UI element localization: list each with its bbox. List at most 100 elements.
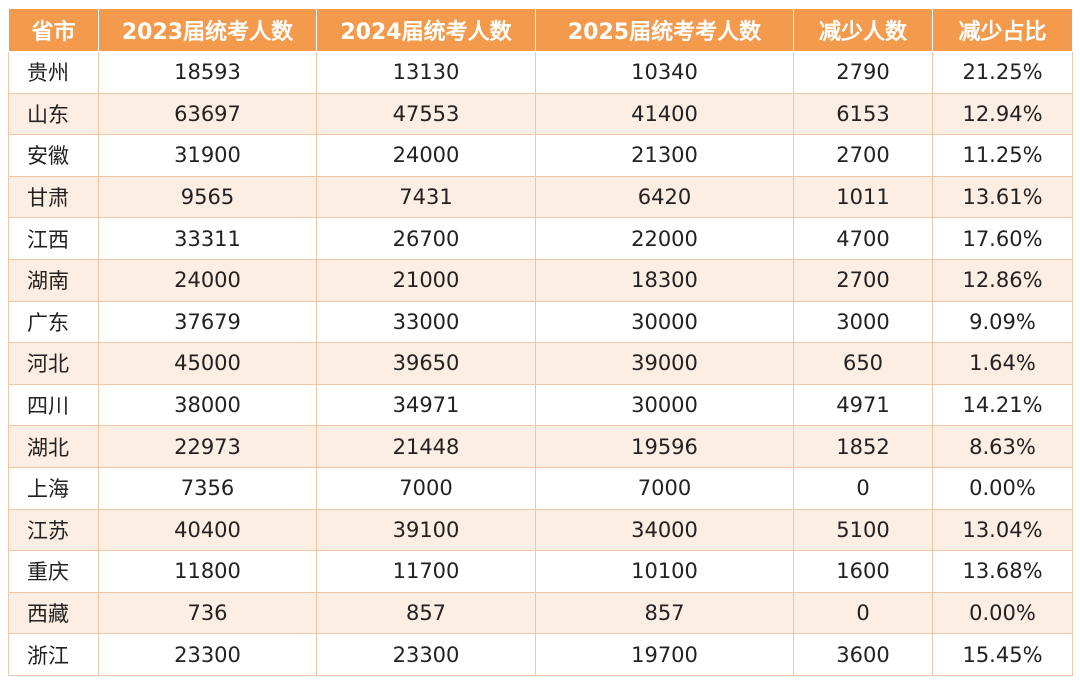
table-row: 重庆 11800 11700 10100 1600 13.68%	[8, 550, 1073, 593]
cell-2024: 7000	[316, 466, 536, 510]
cell-2025: 19700	[535, 633, 794, 676]
exam-candidates-table: 省市 2023届统考人数 2024届统考人数 2025届统考考人数 减少人数 减…	[8, 8, 1073, 676]
cell-2023: 38000	[98, 383, 317, 427]
header-row: 省市 2023届统考人数 2024届统考人数 2025届统考考人数 减少人数 减…	[8, 8, 1073, 52]
table-row: 浙江 23300 23300 19700 3600 15.45%	[8, 633, 1073, 676]
cell-2023: 23300	[98, 633, 317, 676]
cell-province: 上海	[8, 466, 99, 510]
cell-2024: 47553	[316, 92, 536, 136]
cell-decrease: 2700	[793, 258, 933, 302]
header-2023: 2023届统考人数	[98, 8, 317, 52]
cell-2025: 10340	[535, 51, 794, 94]
cell-2025: 22000	[535, 217, 794, 260]
cell-2025: 34000	[535, 508, 794, 552]
cell-decrease-ratio: 8.63%	[932, 425, 1073, 468]
table-row: 甘肃 9565 7431 6420 1011 13.61%	[8, 175, 1073, 219]
cell-2025: 21300	[535, 134, 794, 177]
cell-2023: 9565	[98, 175, 317, 219]
cell-decrease-ratio: 0.00%	[932, 591, 1073, 635]
cell-province: 重庆	[8, 550, 99, 593]
cell-province: 甘肃	[8, 175, 99, 219]
cell-decrease: 2790	[793, 51, 933, 94]
table-row: 山东 63697 47553 41400 6153 12.94%	[8, 92, 1073, 136]
cell-province: 湖南	[8, 258, 99, 302]
cell-decrease-ratio: 11.25%	[932, 134, 1073, 177]
header-province: 省市	[8, 8, 99, 52]
cell-decrease-ratio: 14.21%	[932, 383, 1073, 427]
table-row: 西藏 736 857 857 0 0.00%	[8, 591, 1073, 635]
cell-province: 山东	[8, 92, 99, 136]
table-header: 省市 2023届统考人数 2024届统考人数 2025届统考考人数 减少人数 减…	[8, 8, 1073, 52]
table-body: 贵州 18593 13130 10340 2790 21.25% 山东 63697 47553 4…	[8, 51, 1073, 676]
cell-2024: 26700	[316, 217, 536, 260]
cell-2023: 33311	[98, 217, 317, 260]
cell-decrease: 1600	[793, 550, 933, 593]
cell-2025: 10100	[535, 550, 794, 593]
cell-2024: 857	[316, 591, 536, 635]
cell-2025: 41400	[535, 92, 794, 136]
cell-decrease-ratio: 17.60%	[932, 217, 1073, 260]
cell-decrease: 1011	[793, 175, 933, 219]
cell-2025: 30000	[535, 300, 794, 344]
cell-decrease-ratio: 1.64%	[932, 342, 1073, 385]
cell-decrease-ratio: 0.00%	[932, 466, 1073, 510]
table-container: 省市 2023届统考人数 2024届统考人数 2025届统考考人数 减少人数 减…	[8, 8, 1073, 676]
cell-province: 江苏	[8, 508, 99, 552]
header-2024: 2024届统考人数	[316, 8, 536, 52]
cell-decrease: 4700	[793, 217, 933, 260]
cell-2024: 21448	[316, 425, 536, 468]
table-row: 广东 37679 33000 30000 3000 9.09%	[8, 300, 1073, 344]
cell-2024: 24000	[316, 134, 536, 177]
cell-2024: 13130	[316, 51, 536, 94]
cell-decrease-ratio: 13.04%	[932, 508, 1073, 552]
cell-decrease-ratio: 12.94%	[932, 92, 1073, 136]
cell-province: 安徽	[8, 134, 99, 177]
cell-decrease: 3000	[793, 300, 933, 344]
table-row: 安徽 31900 24000 21300 2700 11.25%	[8, 134, 1073, 177]
cell-province: 广东	[8, 300, 99, 344]
cell-2023: 45000	[98, 342, 317, 385]
cell-decrease: 650	[793, 342, 933, 385]
cell-decrease: 1852	[793, 425, 933, 468]
cell-decrease: 5100	[793, 508, 933, 552]
cell-2024: 33000	[316, 300, 536, 344]
cell-decrease-ratio: 13.61%	[932, 175, 1073, 219]
cell-2023: 40400	[98, 508, 317, 552]
cell-2025: 18300	[535, 258, 794, 302]
table-row: 河北 45000 39650 39000 650 1.64%	[8, 342, 1073, 385]
table-row: 湖南 24000 21000 18300 2700 12.86%	[8, 258, 1073, 302]
cell-2023: 31900	[98, 134, 317, 177]
table-row: 江西 33311 26700 22000 4700 17.60%	[8, 217, 1073, 260]
table-row: 湖北 22973 21448 19596 1852 8.63%	[8, 425, 1073, 468]
cell-decrease-ratio: 9.09%	[932, 300, 1073, 344]
cell-2025: 39000	[535, 342, 794, 385]
cell-2023: 11800	[98, 550, 317, 593]
cell-province: 四川	[8, 383, 99, 427]
cell-province: 浙江	[8, 633, 99, 676]
cell-2023: 18593	[98, 51, 317, 94]
cell-2025: 7000	[535, 466, 794, 510]
cell-decrease-ratio: 15.45%	[932, 633, 1073, 676]
cell-decrease: 6153	[793, 92, 933, 136]
cell-2025: 857	[535, 591, 794, 635]
cell-2023: 736	[98, 591, 317, 635]
cell-2023: 37679	[98, 300, 317, 344]
table-row: 江苏 40400 39100 34000 5100 13.04%	[8, 508, 1073, 552]
cell-decrease: 3600	[793, 633, 933, 676]
cell-2023: 7356	[98, 466, 317, 510]
cell-decrease-ratio: 12.86%	[932, 258, 1073, 302]
cell-decrease: 0	[793, 591, 933, 635]
cell-decrease: 0	[793, 466, 933, 510]
cell-2024: 7431	[316, 175, 536, 219]
table-row: 四川 38000 34971 30000 4971 14.21%	[8, 383, 1073, 427]
cell-decrease: 4971	[793, 383, 933, 427]
cell-2024: 39100	[316, 508, 536, 552]
header-decrease: 减少人数	[793, 8, 933, 52]
cell-2024: 11700	[316, 550, 536, 593]
header-decrease-ratio: 减少占比	[932, 8, 1073, 52]
cell-province: 江西	[8, 217, 99, 260]
cell-2023: 22973	[98, 425, 317, 468]
cell-decrease-ratio: 21.25%	[932, 51, 1073, 94]
cell-decrease-ratio: 13.68%	[932, 550, 1073, 593]
cell-province: 贵州	[8, 51, 99, 94]
